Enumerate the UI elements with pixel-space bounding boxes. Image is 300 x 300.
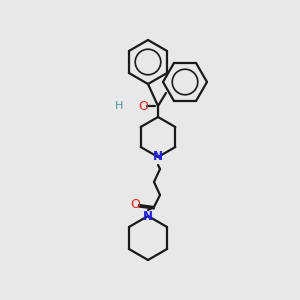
Text: N: N bbox=[143, 209, 153, 223]
Text: H: H bbox=[115, 101, 123, 111]
Text: O: O bbox=[130, 199, 140, 212]
Text: O: O bbox=[138, 100, 148, 113]
Text: N: N bbox=[153, 151, 163, 164]
